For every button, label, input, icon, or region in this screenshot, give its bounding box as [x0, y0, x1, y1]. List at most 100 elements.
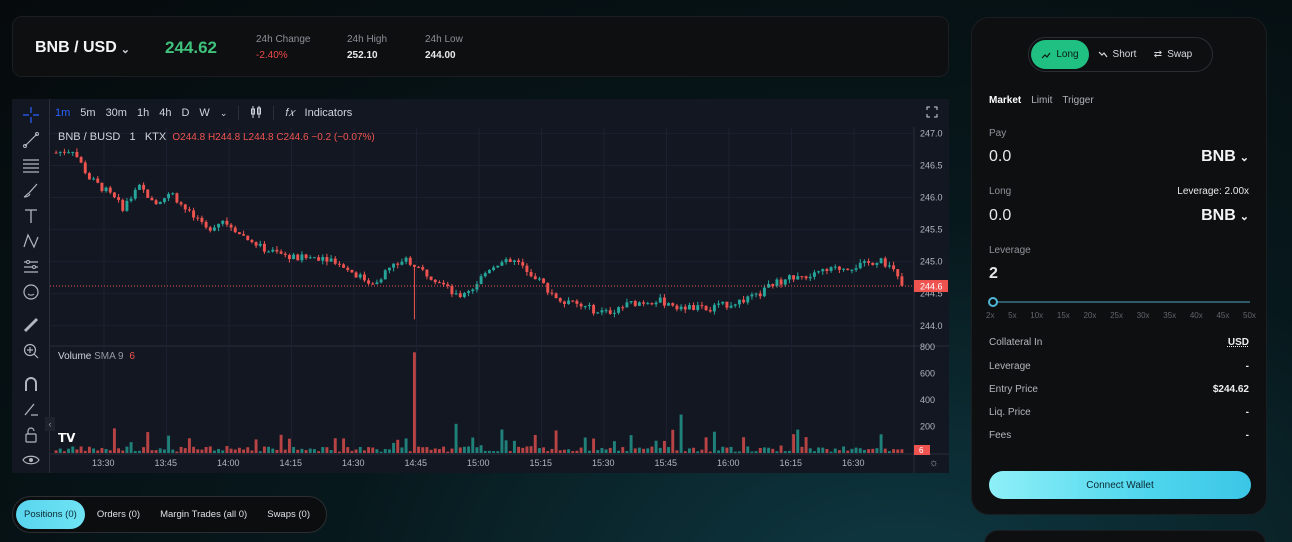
emoji-icon[interactable] — [20, 281, 42, 303]
connect-wallet-button[interactable]: Connect Wallet — [989, 471, 1251, 499]
order-type-market[interactable]: Market — [989, 95, 1022, 106]
magnet-icon[interactable] — [20, 373, 42, 395]
collateral-selector[interactable]: USD — [1227, 337, 1249, 348]
candle-style-icon[interactable] — [245, 105, 267, 122]
crosshair-icon[interactable] — [20, 104, 42, 126]
candle-body — [742, 299, 746, 303]
fullscreen-icon[interactable] — [921, 106, 943, 121]
leverage-input[interactable]: 2 — [989, 265, 998, 282]
candle-body — [471, 289, 475, 292]
volume-bar — [333, 438, 337, 453]
volume-bar — [625, 451, 629, 453]
brush-icon[interactable] — [20, 179, 42, 201]
candle-body — [758, 293, 762, 297]
candle-body — [371, 283, 375, 285]
order-type-limit[interactable]: Limit — [1031, 95, 1053, 106]
volume-bar — [729, 446, 733, 453]
order-type-trigger[interactable]: Trigger — [1062, 95, 1094, 106]
eye-icon[interactable] — [20, 449, 42, 471]
volume-bar — [896, 449, 900, 453]
volume-bar — [887, 451, 891, 453]
volume-bar — [758, 447, 762, 453]
pair-selector[interactable]: BNB / USD ⌄ — [35, 39, 130, 57]
time-tick-label: 15:00 — [467, 458, 490, 468]
pay-amount-input[interactable]: 0.0 — [989, 148, 1012, 165]
lock-icon[interactable] — [20, 424, 42, 446]
candle-body — [587, 305, 591, 307]
candle-body — [379, 279, 383, 283]
chevron-down-icon[interactable]: ⌄ — [219, 107, 228, 118]
long-asset-selector[interactable]: BNB ⌄ — [1201, 207, 1249, 225]
pay-asset-selector[interactable]: BNB ⌄ — [1201, 148, 1249, 166]
volume-bar — [417, 446, 421, 453]
timeframe-1h[interactable]: 1h — [136, 107, 150, 119]
tab-margin-trades[interactable]: Margin Trades (all 0) — [160, 509, 248, 520]
info-key: Collateral In — [989, 337, 1043, 348]
info-value: - — [1245, 407, 1249, 418]
trend-down-icon — [1098, 51, 1108, 57]
leverage-slider-thumb[interactable] — [988, 297, 998, 307]
candle-body — [408, 257, 412, 265]
candle-body — [771, 284, 775, 287]
ruler-icon[interactable] — [20, 314, 42, 336]
volume-bar — [762, 447, 766, 453]
tab-swap[interactable]: ⇄ Swap — [1145, 40, 1201, 69]
candle-body — [346, 267, 350, 270]
tab-orders[interactable]: Orders (0) — [96, 509, 141, 520]
swap-arrows-icon: ⇄ — [1153, 49, 1163, 60]
prediction-icon[interactable] — [20, 256, 42, 278]
settings-icon[interactable]: ☼ — [928, 457, 939, 469]
lock-drawings-icon[interactable] — [20, 398, 42, 420]
candle-body — [67, 152, 71, 154]
candle-body — [883, 258, 887, 267]
leverage-slider-track[interactable] — [992, 301, 1250, 303]
timeframe-w[interactable]: W — [199, 107, 210, 119]
long-amount-input[interactable]: 0.0 — [989, 207, 1012, 224]
tab-swaps[interactable]: Swaps (0) — [267, 509, 310, 520]
candle-body — [454, 293, 458, 295]
legend-symbol: BNB / BUSD — [58, 131, 121, 143]
candle-body — [633, 301, 637, 306]
candle-body — [367, 280, 371, 284]
timeframe-30m[interactable]: 30m — [105, 107, 127, 119]
timeframe-1m[interactable]: 1m — [55, 107, 71, 119]
timeframe-4h[interactable]: 4h — [159, 107, 172, 119]
volume-bar — [875, 448, 879, 453]
volume-bar — [850, 448, 854, 453]
candle-body — [479, 276, 483, 285]
trendline-icon[interactable] — [20, 129, 42, 151]
candle-body — [492, 267, 496, 270]
tab-swap-label: Swap — [1167, 49, 1193, 60]
tab-long[interactable]: Long — [1031, 40, 1089, 69]
volume-bar — [592, 438, 596, 453]
volume-bar — [587, 450, 591, 453]
volume-label: Volume — [58, 351, 92, 362]
volume-bar — [533, 434, 537, 453]
collapse-toolbar-icon[interactable]: ‹ — [45, 417, 55, 431]
price-chart[interactable]: 1m 5m 30m 1h 4h D W ⌄ f𝑥 Indicators 247.… — [12, 99, 949, 473]
chart-toolbar: 1m 5m 30m 1h 4h D W ⌄ f𝑥 Indicators — [50, 99, 949, 127]
volume-bar — [283, 449, 287, 453]
fib-lines-icon[interactable] — [20, 154, 42, 176]
indicators-button[interactable]: Indicators — [304, 107, 353, 119]
volume-bar — [833, 448, 837, 453]
zoom-in-icon[interactable] — [20, 340, 42, 362]
volume-bar — [517, 446, 521, 453]
tab-positions[interactable]: Positions (0) — [16, 500, 85, 529]
volume-bar — [733, 451, 737, 453]
candle-body — [775, 279, 779, 287]
candle-body — [512, 260, 516, 262]
text-tool-icon[interactable] — [20, 205, 42, 227]
candle-body — [896, 269, 900, 277]
pattern-icon[interactable] — [20, 230, 42, 252]
timeframe-5m[interactable]: 5m — [80, 107, 96, 119]
timeframe-d[interactable]: D — [181, 107, 190, 119]
volume-bar — [479, 445, 483, 453]
candle-body — [204, 221, 208, 228]
tab-short[interactable]: Short — [1089, 40, 1145, 69]
candle-body — [671, 303, 675, 306]
volume-bar — [337, 451, 341, 453]
candle-body — [683, 306, 687, 310]
price-tick-label: 244.0 — [920, 321, 943, 331]
slider-tick: 25x — [1110, 311, 1123, 320]
